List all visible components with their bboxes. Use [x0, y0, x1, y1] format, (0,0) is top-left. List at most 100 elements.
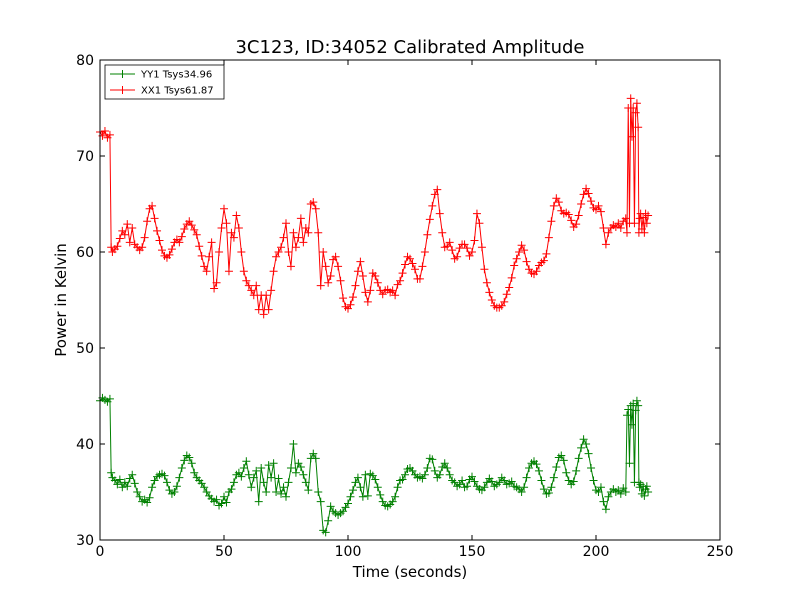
x-axis-label: Time (seconds) — [352, 563, 468, 581]
series-1-point-173 — [522, 257, 531, 266]
series-0-point-202 — [594, 488, 603, 496]
series-1-point-157 — [482, 278, 491, 287]
series-1-point-149 — [463, 244, 472, 253]
series-1-point-213 — [621, 214, 630, 223]
series-1-point-34 — [177, 232, 186, 241]
series-1-point-73 — [274, 248, 283, 256]
series-0-point-68 — [262, 488, 271, 496]
series-1-point-182 — [544, 233, 553, 242]
series-1-point-107 — [358, 272, 367, 280]
series-1-point-52 — [222, 219, 231, 228]
series-0-point-136 — [430, 466, 439, 475]
series-1-point-219 — [629, 104, 638, 112]
series-1-point-70 — [267, 286, 276, 295]
series-1-point-232 — [644, 211, 653, 220]
series-0-point-93 — [324, 516, 333, 525]
series-0-point-112 — [371, 475, 380, 484]
series-1-point-184 — [549, 201, 558, 210]
series-1-point-205 — [601, 240, 610, 249]
series-1-point-35 — [180, 224, 189, 233]
series-0-point-193 — [572, 466, 581, 475]
series-1-point-89 — [314, 228, 323, 237]
series-0-point-79 — [289, 440, 298, 448]
series-0-point-102 — [346, 492, 355, 501]
series-1-point-104 — [351, 281, 360, 290]
x-tick-label-2: 100 — [335, 544, 362, 560]
series-0-point-223 — [634, 401, 643, 410]
series-1-point-92 — [321, 262, 330, 271]
series-0-point-123 — [398, 475, 407, 484]
series-0-point-59 — [239, 464, 248, 472]
series-1-point-217 — [626, 94, 635, 103]
series-0-point-31 — [170, 488, 179, 496]
series-0-point-48 — [212, 495, 221, 504]
series-0-point-214 — [623, 411, 631, 420]
series-1-point-142 — [445, 238, 454, 247]
series-1-point-99 — [339, 294, 348, 303]
series-0-point-58 — [237, 472, 246, 481]
series-0-point-211 — [616, 489, 625, 498]
series-0-point-107 — [358, 492, 367, 501]
series-0-point-72 — [272, 488, 281, 496]
series-1-point-9 — [115, 234, 124, 243]
series-0-point-192 — [569, 477, 578, 486]
series-0-point-77 — [284, 478, 293, 487]
series-0-point-88 — [311, 454, 320, 463]
series-0-point-14 — [128, 470, 137, 479]
series-0-point-33 — [175, 473, 184, 482]
series-0-point-124 — [401, 470, 410, 479]
series-1-point-191 — [567, 216, 576, 225]
series-1-point-93 — [324, 278, 333, 287]
series-0-point-172 — [520, 483, 529, 492]
series-0-point-141 — [443, 464, 452, 472]
series-1-point-23 — [150, 214, 159, 223]
series-1-point-39 — [190, 225, 199, 234]
series-0-point-194 — [574, 454, 583, 463]
series-0-point-132 — [420, 470, 429, 479]
series-1-point-171 — [517, 241, 526, 250]
series-0-point-60 — [242, 457, 251, 466]
series-0-point-206 — [604, 492, 613, 501]
series-1-point-128 — [410, 265, 419, 274]
series-0-point-12 — [123, 482, 132, 491]
series-0-point-188 — [559, 456, 568, 465]
series-1-point-50 — [217, 224, 226, 232]
series-0-point-109 — [363, 491, 372, 500]
series-1-point-134 — [425, 215, 434, 224]
axis-ticks: 0 50 100 150 200 250 30 40 50 60 70 80 — [76, 53, 733, 560]
series-0-point-80 — [291, 468, 300, 477]
series-0-point-62 — [247, 483, 256, 492]
series-0-point-73 — [274, 474, 283, 483]
series-0-point-179 — [537, 476, 546, 485]
series-1-point-130 — [415, 274, 424, 283]
series-1-point-49 — [215, 248, 224, 256]
series-0-point-138 — [435, 470, 444, 479]
series-0-point-78 — [286, 464, 295, 472]
series-0-point-189 — [562, 468, 571, 477]
series-1-point-90 — [316, 281, 325, 290]
series-0-point-103 — [348, 486, 357, 495]
series-0-point-216 — [625, 459, 634, 468]
series-1-point-78 — [286, 262, 295, 271]
series-1-point-71 — [269, 267, 278, 276]
series-0-point-50 — [217, 499, 226, 508]
legend-marker-xx1 — [118, 86, 127, 94]
series-0-point-37 — [185, 453, 194, 462]
series-1-point-33 — [175, 238, 184, 247]
series-1-point-155 — [477, 243, 486, 252]
series-0-point-105 — [353, 473, 362, 482]
series-0-point-66 — [257, 464, 266, 472]
series-0-point-38 — [187, 459, 196, 468]
series-1-point-20 — [143, 217, 152, 226]
series-0-point-135 — [428, 455, 437, 464]
series-0-point-39 — [190, 468, 199, 477]
series-1-point-113 — [373, 278, 382, 287]
series-0-point-28 — [162, 478, 171, 487]
legend: YY1 Tsys34.96 XX1 Tsys61.87 — [104, 64, 225, 100]
y-tick-label-4: 70 — [76, 149, 94, 165]
y-tick-label-5: 80 — [76, 53, 94, 69]
series-1-point-79 — [289, 228, 298, 237]
series-1-point-2 — [100, 127, 109, 136]
y-tick-label-0: 30 — [76, 533, 94, 549]
